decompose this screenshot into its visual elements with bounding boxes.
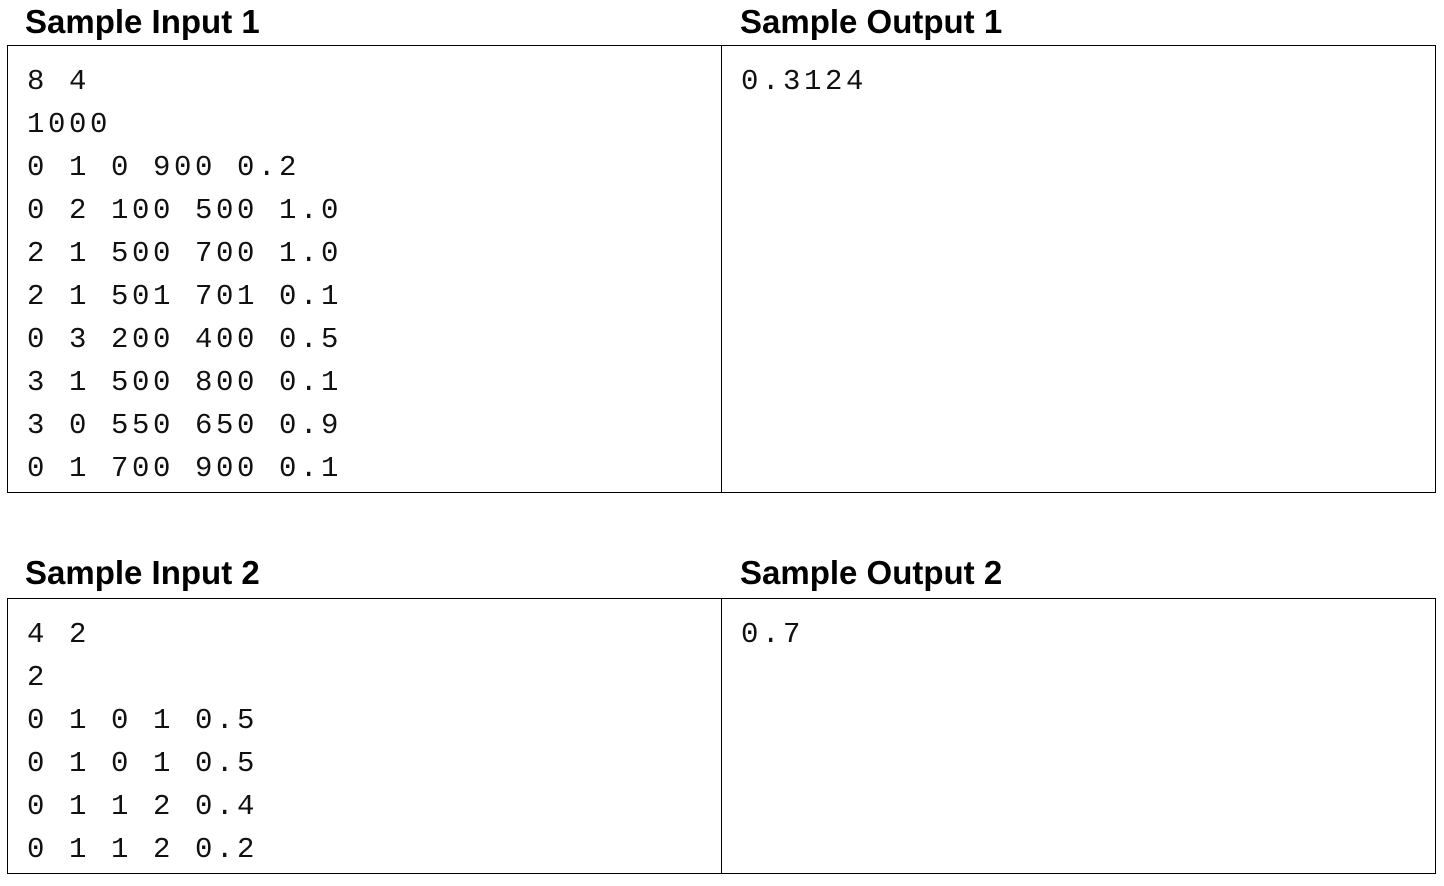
sample-input-2-heading: Sample Input 2 (25, 554, 260, 591)
sample-2-table: 4 2 2 0 1 0 1 0.5 0 1 0 1 0.5 0 1 1 2 0.… (7, 598, 1436, 874)
sample-input-1-cell: 8 4 1000 0 1 0 900 0.2 0 2 100 500 1.0 2… (8, 46, 722, 492)
sample-input-1-text[interactable]: 8 4 1000 0 1 0 900 0.2 0 2 100 500 1.0 2… (27, 65, 343, 485)
sample-input-2-cell: 4 2 2 0 1 0 1 0.5 0 1 0 1 0.5 0 1 1 2 0.… (8, 599, 722, 873)
sample-output-2-text[interactable]: 0.7 (741, 618, 805, 651)
sample-1-table: 8 4 1000 0 1 0 900 0.2 0 2 100 500 1.0 2… (7, 45, 1436, 493)
sample-output-1-cell: 0.3124 (722, 46, 1435, 492)
sample-output-2-cell: 0.7 (722, 599, 1435, 873)
sample-output-2-heading: Sample Output 2 (740, 554, 1003, 591)
sample-output-1-text[interactable]: 0.3124 (741, 65, 868, 98)
sample-input-2-text[interactable]: 4 2 2 0 1 0 1 0.5 0 1 0 1 0.5 0 1 1 2 0.… (27, 618, 259, 866)
sample-input-1-heading: Sample Input 1 (25, 3, 260, 40)
sample-output-1-heading: Sample Output 1 (740, 3, 1003, 40)
